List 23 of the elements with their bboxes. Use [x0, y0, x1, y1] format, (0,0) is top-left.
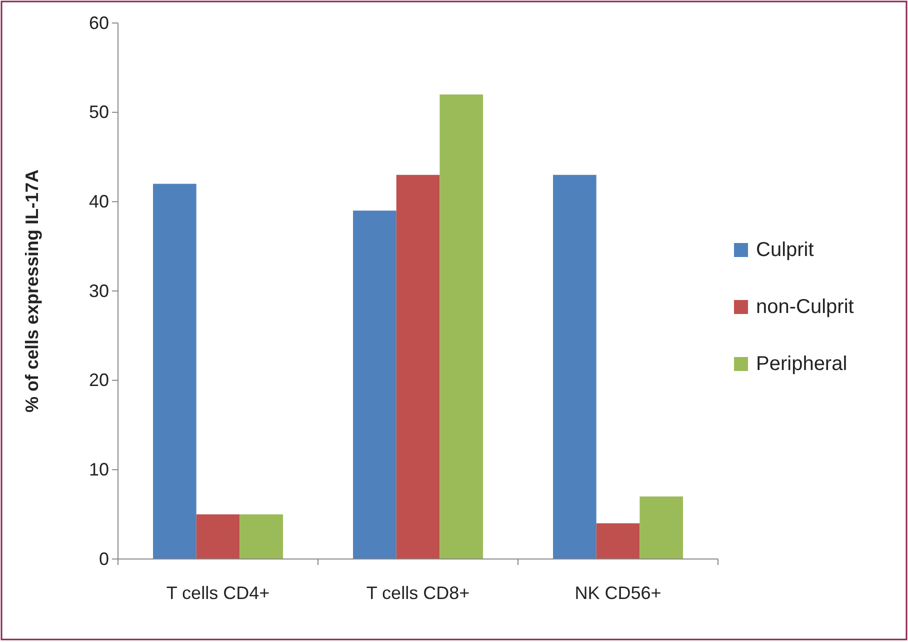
y-axis-title: % of cells expressing IL-17A — [22, 169, 42, 413]
x-tick-label: T cells CD8+ — [366, 583, 470, 603]
y-tick-label: 60 — [88, 12, 109, 33]
legend-label: Peripheral — [756, 353, 848, 375]
bar — [196, 514, 240, 559]
bar — [440, 94, 483, 559]
y-tick-label: 50 — [88, 102, 109, 122]
bar — [640, 496, 683, 559]
x-tick-label: T cells CD4+ — [166, 583, 270, 603]
bar — [240, 514, 283, 559]
bar — [396, 174, 440, 559]
legend-label: Culprit — [756, 239, 814, 261]
bar — [596, 523, 640, 559]
y-tick-label: 0 — [98, 548, 109, 569]
y-tick-label: 10 — [88, 459, 109, 480]
bar — [353, 210, 396, 559]
x-tick-label: NK CD56+ — [574, 583, 662, 603]
bar — [553, 174, 596, 559]
legend-label: non-Culprit — [756, 296, 854, 318]
bar — [153, 184, 196, 559]
y-tick-label: 20 — [88, 370, 109, 390]
y-tick-label: 40 — [88, 191, 109, 212]
y-tick-label: 30 — [88, 280, 109, 301]
